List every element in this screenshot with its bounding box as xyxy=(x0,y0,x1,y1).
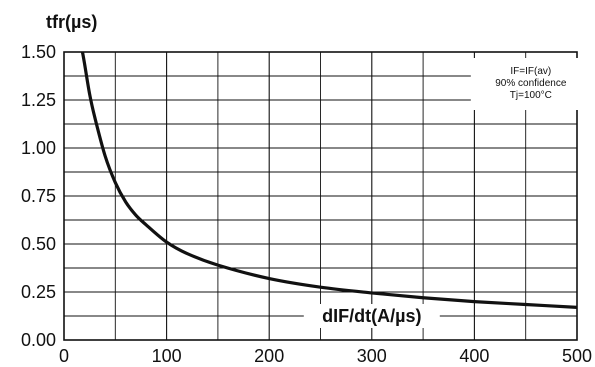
y-tick-label: 0.25 xyxy=(21,282,56,302)
series-layer xyxy=(80,51,578,309)
x-tick-label: 500 xyxy=(562,346,592,366)
x-tick-label: 0 xyxy=(59,346,69,366)
series-line-0 xyxy=(80,51,578,309)
legend-box xyxy=(470,58,591,110)
legend-line-3: Tj=100°C xyxy=(510,90,552,101)
legend-line-2: 90% confidence xyxy=(495,78,567,89)
x-tick-label: 400 xyxy=(459,346,489,366)
y-tick-label: 0.50 xyxy=(21,234,56,254)
y-tick-label: 1.00 xyxy=(21,138,56,158)
plot-area-frame xyxy=(63,51,578,341)
legend-line-1: IF=IF(av) xyxy=(510,66,551,77)
y-axis-label: tfr(µs) xyxy=(46,12,97,32)
x-tick-label: 300 xyxy=(357,346,387,366)
x-axis-label-background xyxy=(303,304,440,328)
y-tick-label: 1.25 xyxy=(21,90,56,110)
x-tick-label: 100 xyxy=(152,346,182,366)
x-axis-label: dIF/dt(A/µs) xyxy=(322,306,421,326)
y-tick-label: 1.50 xyxy=(21,42,56,62)
legend: IF=IF(av) 90% confidence Tj=100°C xyxy=(470,58,591,110)
y-tick-label: 0.75 xyxy=(21,186,56,206)
y-tick-labels: 0.00 0.25 0.50 0.75 1.00 1.25 1.50 xyxy=(21,42,56,350)
x-tick-label: 200 xyxy=(254,346,284,366)
x-tick-labels: 0 100 200 300 400 500 xyxy=(59,346,592,366)
x-axis-label-group: dIF/dt(A/µs) xyxy=(303,304,440,328)
y-tick-label: 0.00 xyxy=(21,330,56,350)
